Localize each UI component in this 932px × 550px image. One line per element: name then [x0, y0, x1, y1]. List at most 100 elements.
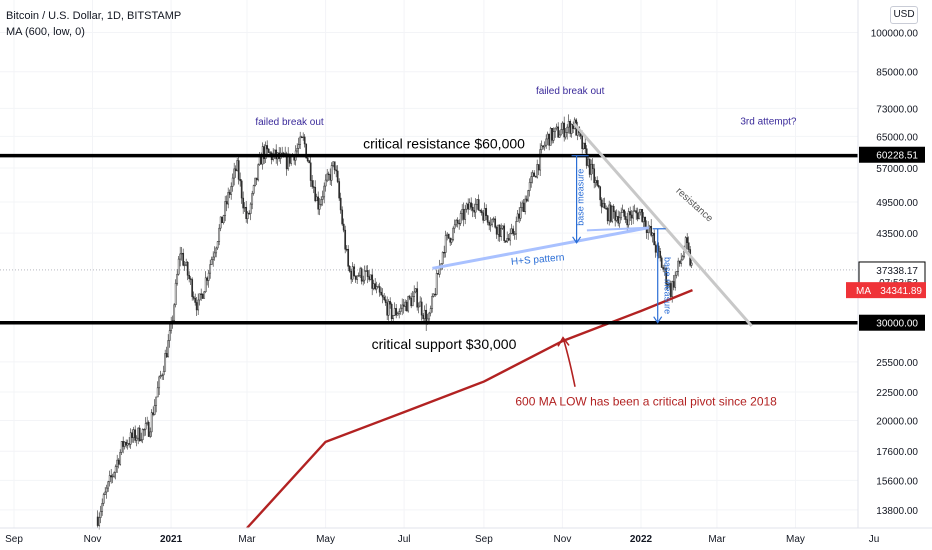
candle-body	[633, 210, 636, 212]
candle-body	[608, 204, 611, 222]
candle-body	[383, 296, 386, 300]
candle-body	[630, 214, 633, 219]
candle-body	[627, 211, 630, 226]
candle-body	[380, 291, 383, 296]
candle-body	[531, 172, 534, 177]
candle-body	[281, 152, 284, 155]
candle-body	[404, 301, 407, 307]
ma-note-arrow-head	[557, 336, 570, 347]
candle-body	[534, 176, 537, 178]
candle-body	[239, 179, 242, 182]
candle-body	[672, 281, 675, 288]
candle-body	[498, 224, 501, 237]
failed-breakout-2-label: failed break out	[536, 86, 605, 97]
candle-body	[152, 412, 155, 415]
candle-body	[567, 120, 570, 128]
candle-body	[104, 491, 107, 495]
candle-body	[569, 120, 572, 134]
candle-body	[327, 173, 330, 176]
candle-body	[540, 145, 543, 150]
candle-body	[482, 212, 485, 221]
candle-body	[419, 301, 422, 307]
candle-body	[666, 283, 669, 287]
candle-body	[654, 244, 657, 253]
candle-body	[636, 212, 639, 220]
candle-body	[180, 252, 183, 255]
candle-body	[485, 208, 488, 216]
candle-body	[528, 182, 531, 191]
candle-body	[396, 313, 399, 316]
candle-body	[525, 198, 528, 202]
currency-button[interactable]: USD	[890, 6, 918, 24]
y-tick-label: 17600.00	[876, 447, 918, 458]
candle-body	[678, 260, 681, 264]
candle-body	[308, 160, 311, 164]
candle-body	[353, 266, 356, 277]
candle-body	[551, 128, 554, 141]
candle-body	[123, 441, 126, 447]
candle-body	[324, 179, 327, 187]
y-tick-label: 20000.00	[876, 416, 918, 427]
candle-body	[135, 437, 138, 441]
candle-body	[566, 126, 569, 133]
y-tick-label: 43500.00	[876, 229, 918, 240]
y-tick-label: 73000.00	[876, 104, 918, 115]
candle-body	[222, 215, 225, 223]
candle-body	[387, 301, 390, 316]
candle-body	[369, 274, 372, 280]
candle-body	[464, 208, 467, 220]
candle-body	[671, 281, 674, 297]
resistance-price-tag	[859, 146, 925, 163]
candle-body	[120, 441, 123, 453]
candle-body	[665, 268, 668, 285]
candle-body	[173, 304, 176, 321]
candle-body	[311, 180, 314, 187]
candle-body	[413, 291, 416, 297]
candle-body	[296, 148, 299, 152]
candle-body	[195, 302, 198, 311]
candle-body	[480, 210, 483, 214]
candle-body	[320, 199, 323, 205]
candle-body	[395, 308, 398, 316]
candle-body	[183, 264, 186, 266]
candle-body	[312, 186, 315, 188]
candle-body	[198, 293, 201, 301]
candle-body	[150, 412, 153, 433]
candle-body	[182, 252, 185, 266]
candle-body	[174, 282, 177, 306]
candle-body	[621, 209, 624, 213]
candle-body	[611, 205, 614, 222]
candle-body	[629, 211, 632, 216]
candle-body	[225, 201, 228, 205]
candle-body	[126, 443, 129, 446]
candle-body	[356, 275, 359, 280]
candle-body	[543, 144, 546, 148]
candle-body	[462, 209, 465, 220]
candle-body	[248, 212, 251, 215]
candle-body	[137, 427, 140, 439]
candle-body	[489, 223, 492, 226]
candle-body	[570, 124, 573, 134]
candle-body	[197, 299, 200, 311]
candle-body	[344, 229, 347, 250]
candle-body	[474, 204, 477, 213]
candle-body	[563, 122, 566, 138]
candle-body	[165, 353, 168, 358]
candle-body	[206, 277, 209, 281]
candle-body	[503, 225, 506, 241]
candle-body	[518, 213, 521, 219]
candle-body	[372, 283, 375, 289]
candle-body	[315, 196, 318, 202]
candle-body	[221, 216, 224, 223]
candle-body	[363, 270, 366, 281]
candle-body	[266, 145, 269, 150]
candle-body	[596, 180, 599, 186]
candle-body	[345, 248, 348, 251]
candle-body	[600, 199, 603, 208]
candle-body	[141, 429, 144, 441]
candle-body	[219, 216, 222, 229]
x-tick-label: May	[786, 534, 805, 545]
candle-body	[168, 330, 171, 341]
